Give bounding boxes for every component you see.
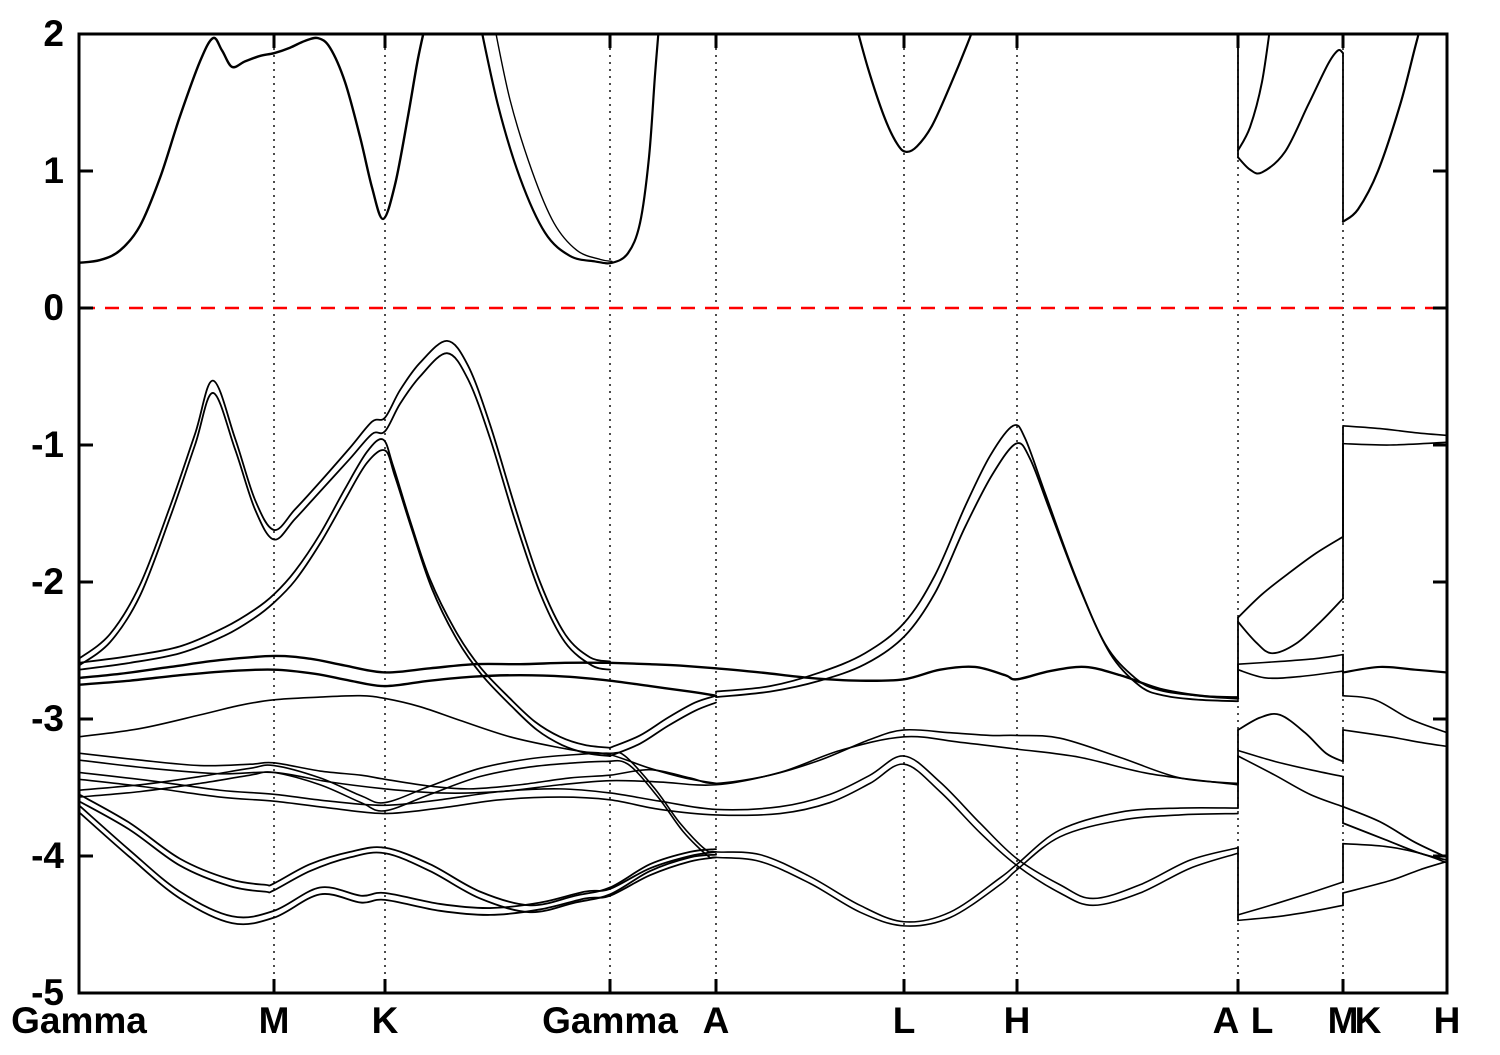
x-tick-label-H: H [1434, 1000, 1461, 1041]
band-line-KH-flat-top-1 [1342, 425, 1446, 437]
x-tick-label-A: A [1213, 1000, 1240, 1041]
band-line-cluster-bridge [80, 694, 717, 785]
band-line-LM-conduction-up [1237, 35, 1271, 152]
band-line-cluster-6-hat [80, 751, 1239, 923]
band-line-gamma2-A-riser-a [609, 694, 717, 749]
band-line-valence-heavy-a [80, 438, 611, 749]
y-tick-label: 0 [43, 287, 64, 328]
band-line-KH-converge-1 [1342, 805, 1446, 858]
x-tick-label-M: M [1328, 1000, 1359, 1041]
band-line-KH-flat-top-2 [1342, 441, 1446, 446]
band-line-LM-bottom-1 [1237, 881, 1344, 916]
x-tick-label-A: A [703, 1000, 730, 1041]
band-line-bottom-1b [80, 800, 717, 914]
y-tick-label: -4 [31, 835, 64, 876]
band-line-cluster-5 [80, 763, 1239, 907]
band-line-cluster-7-hat [80, 759, 1239, 927]
band-line-flat-mid-GA-LH [608, 661, 1240, 700]
band-line-conduction-gamma2 [481, 35, 660, 265]
band-line-LM-flat-2 [1237, 668, 1344, 680]
plot-border [77, 32, 1449, 995]
band-line-LM-mid-hump [1237, 713, 1344, 763]
band-line-gamma2-A-riser-b [609, 701, 717, 757]
band-line-KH-desc-1 [1342, 694, 1446, 734]
band-line-conduction-GMK [80, 35, 425, 264]
y-tick-label: -5 [31, 972, 64, 1013]
y-tick-label: 2 [43, 13, 64, 54]
band-line-LM-conduction-dip [1237, 49, 1344, 175]
band-line-KH-flat-26 [1341, 665, 1446, 674]
band-line-KH-desc-2 [1342, 729, 1446, 748]
x-tick-label-M: M [259, 1000, 290, 1041]
x-tick-label-L: L [893, 1000, 916, 1041]
band-line-valence-heavy-b [80, 449, 611, 757]
band-line-bottom-1a [80, 793, 717, 907]
x-tick-label-H: H [1004, 1000, 1031, 1041]
y-tick-label: -2 [31, 561, 64, 602]
band-line-conduction-gamma2-split [495, 35, 613, 263]
band-line-conduction-L-dip [857, 35, 973, 153]
band-line-LM-flat-1 [1237, 653, 1344, 665]
y-tick-label: -1 [31, 424, 64, 465]
band-line-cluster-2 [80, 728, 1239, 790]
band-line-bottom-2a [80, 804, 717, 919]
band-line-flat-top-1 [80, 654, 612, 680]
band-line-KH-converge-3 [1342, 842, 1446, 864]
bands-group [80, 35, 1446, 927]
band-line-LM-bottom-2 [1237, 904, 1344, 922]
band-line-ALH-peak-a [715, 424, 1239, 698]
band-line-valence-top-b [80, 352, 611, 671]
band-line-KH-converge-2 [1342, 822, 1446, 861]
band-line-LM-mid-3 [1237, 755, 1344, 808]
band-line-KH-rise-bottom [1342, 860, 1446, 894]
x-tick-label-K: K [372, 1000, 399, 1041]
band-line-KH-conduction [1341, 35, 1420, 223]
x-tick-label-Gamma: Gamma [542, 1000, 678, 1041]
x-tick-label-Gamma: Gamma [11, 1000, 147, 1041]
band-line-flat-top-2 [80, 668, 718, 697]
x-tick-label-K: K [1355, 1000, 1382, 1041]
band-line-LM-top-dip [1237, 597, 1344, 655]
y-tick-label: -3 [31, 698, 64, 739]
x-tick-label-L: L [1251, 1000, 1274, 1041]
band-line-LM-mid-2 [1237, 749, 1344, 778]
band-line-ALH-peak-b [715, 442, 1239, 703]
band-line-LM-top-up [1237, 535, 1344, 619]
band-line-bottom-2b [80, 811, 717, 926]
band-line-cluster-4 [80, 755, 1239, 900]
y-tick-label: 1 [43, 150, 64, 191]
band-line-valence-top-a [80, 339, 611, 663]
